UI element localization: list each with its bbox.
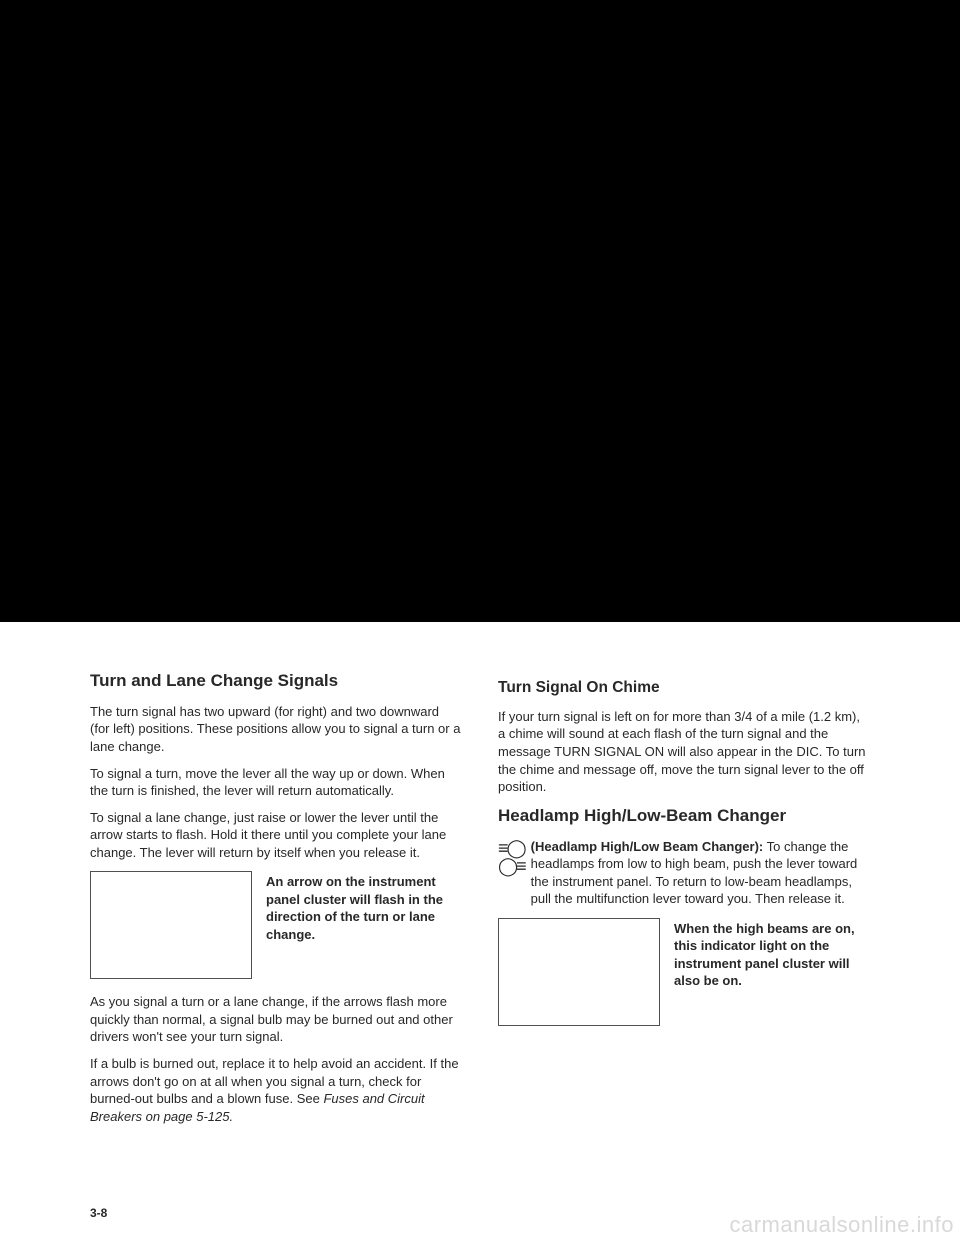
heading-turn-lane: Turn and Lane Change Signals [90, 670, 462, 693]
right-column: Turn Signal On Chime If your turn signal… [498, 670, 870, 1134]
para-signal-turn: To signal a turn, move the lever all the… [90, 765, 462, 800]
page-number: 3-8 [90, 1206, 107, 1220]
para-highlow-icon: ≡◯ ◯≡ (Headlamp High/Low Beam Changer): … [498, 838, 870, 908]
icon-label: (Headlamp High/Low Beam Changer): [531, 839, 764, 854]
para-turn-positions: The turn signal has two upward (for righ… [90, 703, 462, 756]
para-highlow-text: (Headlamp High/Low Beam Changer): To cha… [531, 838, 870, 908]
top-black-region [0, 0, 960, 622]
para-signal-lane: To signal a lane change, just raise or l… [90, 809, 462, 862]
headlamp-icon: ≡◯ ◯≡ [498, 838, 525, 875]
para-flash-quick: As you signal a turn or a lane change, i… [90, 993, 462, 1046]
watermark: carmanualsonline.info [729, 1212, 954, 1238]
figure-arrow-indicator: An arrow on the instrument panel cluster… [90, 871, 462, 979]
figure-caption-left: An arrow on the instrument panel cluster… [266, 871, 462, 943]
left-column: Turn and Lane Change Signals The turn si… [90, 670, 462, 1134]
heading-chime: Turn Signal On Chime [498, 678, 870, 699]
heading-highlow: Headlamp High/Low-Beam Changer [498, 805, 870, 828]
para-bulb-replace: If a bulb is burned out, replace it to h… [90, 1055, 462, 1125]
figure-placeholder-right [498, 918, 660, 1026]
page-content: Turn and Lane Change Signals The turn si… [90, 670, 870, 1134]
figure-highbeam-indicator: When the high beams are on, this indicat… [498, 918, 870, 1026]
figure-placeholder-left [90, 871, 252, 979]
figure-caption-right: When the high beams are on, this indicat… [674, 918, 870, 990]
para-chime: If your turn signal is left on for more … [498, 708, 870, 796]
